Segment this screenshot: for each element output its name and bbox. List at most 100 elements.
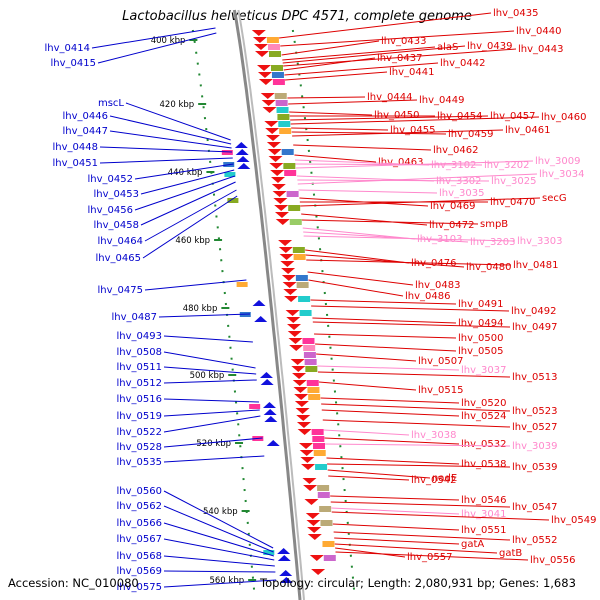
callout-line <box>334 543 498 554</box>
callout-line <box>300 197 541 207</box>
forward-gene <box>258 79 273 85</box>
forward-gene <box>300 457 315 463</box>
gene-label: lhv_0463 <box>378 157 423 168</box>
forward-gene <box>304 499 319 505</box>
reverse-gene <box>263 409 277 415</box>
callout-line <box>289 111 373 116</box>
gene-label: lhv_0520 <box>461 398 506 409</box>
gene-label: lhv_0546 <box>461 495 506 506</box>
callout-line <box>320 397 460 404</box>
gene-block <box>263 550 275 555</box>
callout-line <box>326 457 460 465</box>
callout-line <box>125 102 231 141</box>
forward-gene <box>256 65 271 71</box>
forward-gene <box>273 198 288 204</box>
gene-label: lhv_0567 <box>117 534 162 545</box>
gene-label: lhv_0569 <box>117 566 162 577</box>
gene-label: lhv_0458 <box>94 220 139 231</box>
callout-line <box>333 531 511 541</box>
gene-label: lhv_0487 <box>112 312 157 323</box>
gene-label: lhv_0547 <box>512 502 557 513</box>
forward-gene <box>261 100 276 106</box>
gene-label: lhv_0568 <box>117 551 162 562</box>
gene-block <box>270 65 283 71</box>
gene-block <box>269 51 282 57</box>
gene-label: lhv_3025 <box>491 176 536 187</box>
reverse-gene <box>252 300 266 306</box>
callout-line <box>312 317 457 324</box>
forward-gene <box>307 527 322 533</box>
gene-label: lhv_0440 <box>516 26 561 37</box>
callout-line <box>331 507 460 515</box>
gene-label: lhv_0523 <box>512 406 557 417</box>
callout-line <box>288 99 418 105</box>
gene-label: lhv_3037 <box>461 365 506 376</box>
gene-label: lhv_0575 <box>117 582 162 593</box>
gene-label: lhv_0507 <box>418 356 463 367</box>
gene-label: lhv_0562 <box>117 501 162 512</box>
callout-line <box>324 437 460 445</box>
gene-block <box>272 79 285 85</box>
gene-block <box>292 247 305 253</box>
gene-label: lhv_0472 <box>429 220 474 231</box>
scale-tick-label: 520 kbp <box>196 439 231 449</box>
reverse-gene <box>266 440 280 446</box>
gene-label: gatA <box>461 539 484 550</box>
gene-label: lhv_3303 <box>517 236 562 247</box>
callout-line <box>163 335 253 343</box>
forward-gene <box>294 394 309 400</box>
reverse-gene <box>279 570 293 576</box>
forward-gene <box>281 275 296 281</box>
callout-line <box>310 299 457 305</box>
gene-label: lhv_0460 <box>541 112 586 123</box>
gene-block <box>313 443 326 449</box>
forward-gene <box>292 373 307 379</box>
gene-block <box>289 219 302 225</box>
gene-label: gatB <box>499 548 522 559</box>
gene-label: lhv_0528 <box>117 442 162 453</box>
callout-line <box>335 551 529 561</box>
forward-gene <box>287 331 302 337</box>
gene-label: lhv_0441 <box>389 67 434 78</box>
gene-label: lhv_0459 <box>448 129 493 140</box>
forward-gene <box>281 268 296 274</box>
callout-line <box>140 169 235 195</box>
gene-label: lhv_0470 <box>490 197 535 208</box>
gene-label: lhv_0551 <box>461 525 506 536</box>
gene-label: lhv_0539 <box>512 462 557 473</box>
gene-block <box>249 404 261 409</box>
gene-block <box>298 296 311 302</box>
callout-line <box>330 495 460 501</box>
forward-gene <box>268 156 283 162</box>
callout-line <box>305 249 410 264</box>
gene-label: lhv_0457 <box>490 111 535 122</box>
gene-block <box>302 338 315 344</box>
callout-line <box>314 333 457 339</box>
callout-line <box>99 157 233 164</box>
gene-label: lhv_3041 <box>461 509 506 520</box>
gene-block <box>303 352 316 358</box>
gene-label: lhv_0456 <box>88 205 133 216</box>
scale-tick-label: 560 kbp <box>209 576 244 586</box>
callout-line <box>97 32 217 64</box>
gene-label: lhv_0443 <box>518 44 563 55</box>
forward-gene <box>289 345 304 351</box>
gene-label: lhv_0462 <box>433 145 478 156</box>
callout-line <box>287 96 366 99</box>
reverse-gene <box>262 402 276 408</box>
reverse-gene <box>234 142 248 148</box>
gene-label: lhv_0437 <box>377 53 422 64</box>
callout-line <box>163 379 257 384</box>
gene-label: lhv_3038 <box>411 430 456 441</box>
reverse-gene <box>279 577 293 583</box>
gene-label: lhv_0483 <box>415 280 460 291</box>
forward-gene <box>296 422 311 428</box>
callout-line <box>311 305 510 312</box>
reverse-gene <box>254 316 268 322</box>
forward-gene <box>291 366 306 372</box>
gene-block <box>286 191 299 197</box>
callout-line <box>91 27 216 49</box>
callout-line <box>282 46 436 61</box>
callout-line <box>163 538 275 561</box>
reverse-gene <box>235 149 249 155</box>
